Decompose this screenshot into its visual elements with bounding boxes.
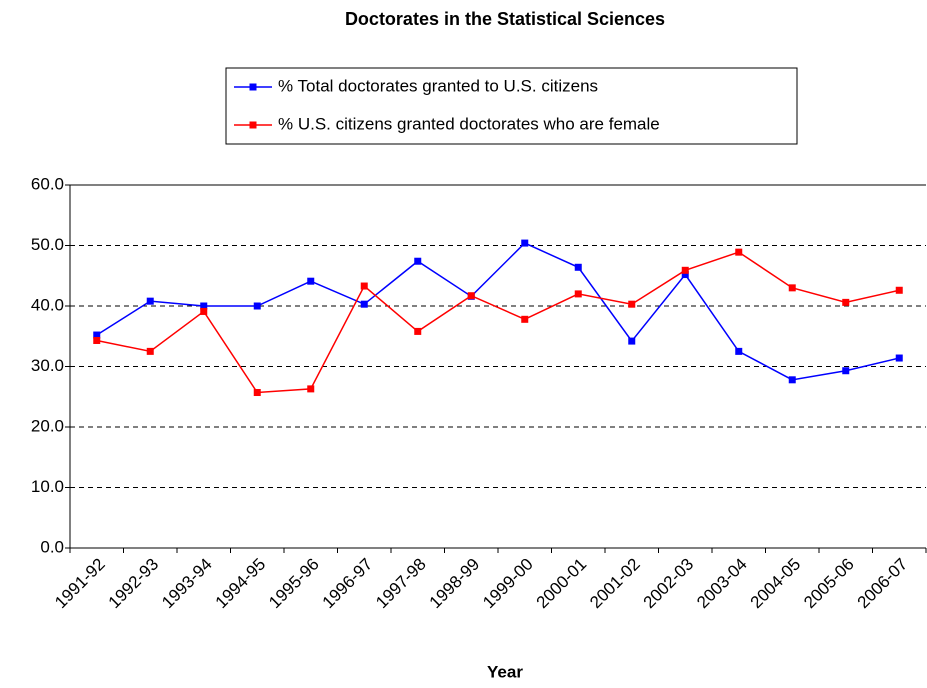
marker xyxy=(253,302,261,310)
x-tick-label: 1995-96 xyxy=(265,555,323,613)
marker xyxy=(842,298,850,306)
marker xyxy=(93,336,101,344)
marker xyxy=(521,315,529,323)
marker xyxy=(360,300,368,308)
marker xyxy=(467,292,475,300)
marker xyxy=(93,331,101,339)
x-tick-label: 1997-98 xyxy=(372,555,430,613)
marker xyxy=(574,290,582,298)
x-tick-label: 1999-00 xyxy=(479,555,537,613)
x-tick-label: 1991-92 xyxy=(51,555,109,613)
legend-marker xyxy=(249,121,257,129)
marker xyxy=(146,347,154,355)
x-tick-label: 2003-04 xyxy=(693,555,751,613)
x-tick-label: 1996-97 xyxy=(319,555,377,613)
y-tick-label: 60.0 xyxy=(31,174,64,193)
marker xyxy=(681,271,689,279)
x-axis-title: Year xyxy=(487,662,523,681)
marker xyxy=(253,389,261,397)
marker xyxy=(628,337,636,345)
y-tick-label: 50.0 xyxy=(31,235,64,254)
legend-label: % U.S. citizens granted doctorates who a… xyxy=(278,114,660,133)
x-tick-label: 2000-01 xyxy=(533,555,591,613)
x-tick-label: 2004-05 xyxy=(747,555,805,613)
marker xyxy=(574,263,582,271)
x-tick-label: 2001-02 xyxy=(586,555,644,613)
y-tick-label: 30.0 xyxy=(31,356,64,375)
marker xyxy=(414,257,422,265)
marker xyxy=(895,354,903,362)
marker xyxy=(628,300,636,308)
y-tick-label: 20.0 xyxy=(31,416,64,435)
marker xyxy=(521,239,529,247)
marker xyxy=(895,286,903,294)
x-tick-label: 1993-94 xyxy=(158,555,216,613)
marker xyxy=(307,277,315,285)
line-series xyxy=(96,242,900,381)
y-tick-label: 0.0 xyxy=(40,537,64,556)
marker xyxy=(788,284,796,292)
x-tick-label: 2002-03 xyxy=(640,555,698,613)
line-series xyxy=(96,251,900,394)
x-tick-label: 2006-07 xyxy=(854,555,912,613)
marker xyxy=(200,307,208,315)
legend-box xyxy=(225,67,798,145)
chart-title: Doctorates in the Statistical Sciences xyxy=(345,9,665,29)
marker xyxy=(360,282,368,290)
marker xyxy=(414,327,422,335)
marker xyxy=(842,367,850,375)
x-tick-label: 1992-93 xyxy=(105,555,163,613)
marker xyxy=(146,297,154,305)
marker xyxy=(788,376,796,384)
y-tick-label: 10.0 xyxy=(31,477,64,496)
x-tick-label: 1994-95 xyxy=(212,555,270,613)
marker xyxy=(735,347,743,355)
marker xyxy=(735,248,743,256)
y-tick-label: 40.0 xyxy=(31,295,64,314)
legend-label: % Total doctorates granted to U.S. citiz… xyxy=(278,76,598,95)
marker xyxy=(681,266,689,274)
marker xyxy=(200,302,208,310)
x-tick-label: 1998-99 xyxy=(426,555,484,613)
marker xyxy=(307,385,315,393)
legend-marker xyxy=(249,83,257,91)
x-tick-label: 2005-06 xyxy=(800,555,858,613)
